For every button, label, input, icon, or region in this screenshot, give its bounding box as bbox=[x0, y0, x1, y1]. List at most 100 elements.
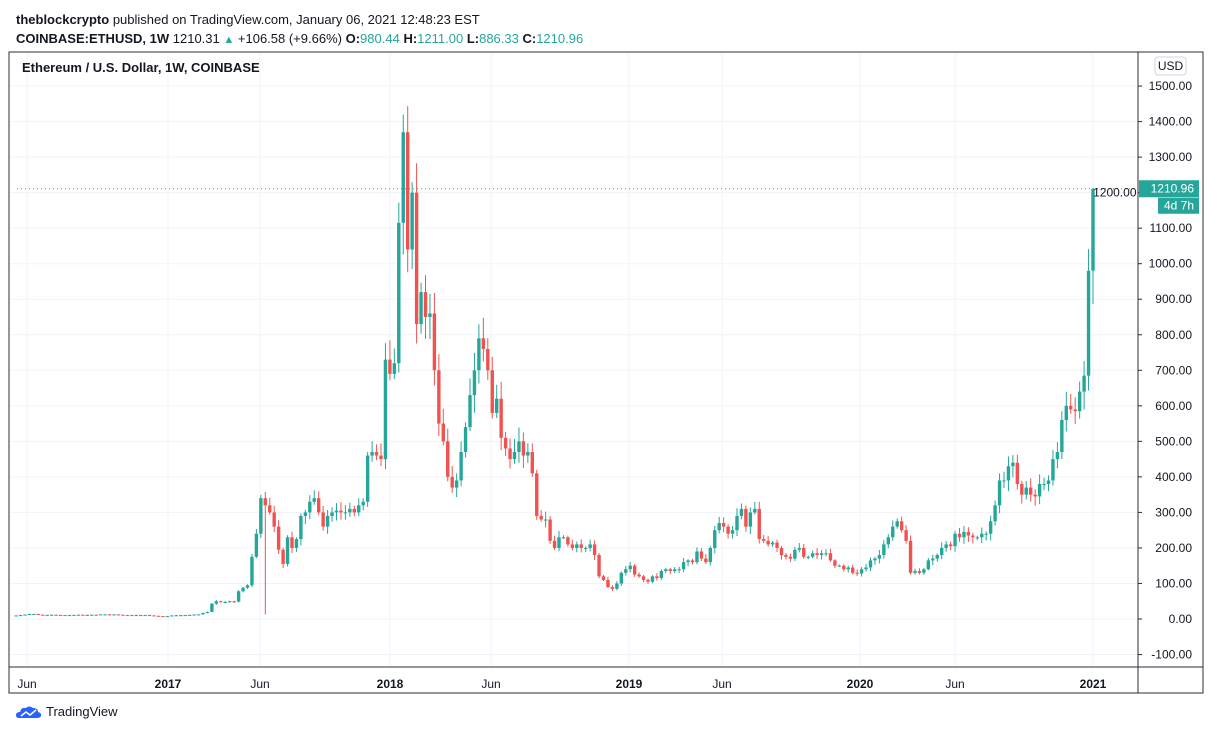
candle bbox=[877, 550, 882, 564]
candle bbox=[50, 614, 54, 616]
candle bbox=[530, 443, 534, 477]
candle bbox=[597, 553, 601, 579]
candle-body bbox=[161, 616, 165, 618]
x-tick-label: 2020 bbox=[847, 677, 874, 691]
candle-body bbox=[388, 359, 392, 374]
y-tick-label: 800.00 bbox=[1155, 328, 1192, 342]
candle bbox=[610, 585, 615, 592]
candle-body bbox=[90, 614, 94, 616]
candle bbox=[477, 324, 481, 384]
candle-body bbox=[864, 567, 868, 570]
candle bbox=[931, 554, 935, 566]
y-tick-label: 1100.00 bbox=[1150, 221, 1193, 235]
candle bbox=[14, 615, 18, 617]
candle bbox=[802, 543, 806, 559]
candle bbox=[508, 438, 512, 469]
candle bbox=[908, 535, 913, 575]
candle bbox=[655, 573, 659, 581]
candle-body bbox=[708, 547, 712, 563]
candle-body bbox=[659, 571, 664, 579]
candle bbox=[717, 516, 721, 534]
candle bbox=[245, 584, 250, 589]
candle-body bbox=[655, 576, 659, 579]
candle-body bbox=[361, 501, 365, 506]
candle bbox=[904, 525, 908, 544]
candle bbox=[321, 505, 325, 531]
candle-body bbox=[726, 526, 730, 534]
candle-body bbox=[441, 423, 445, 442]
candle-body bbox=[993, 505, 997, 522]
candle bbox=[174, 614, 178, 617]
candle-body bbox=[931, 558, 935, 561]
candle-body bbox=[401, 132, 405, 223]
candle-body bbox=[624, 569, 628, 573]
close-value: 1210.96 bbox=[536, 31, 584, 46]
candle bbox=[312, 490, 316, 505]
candle-body bbox=[139, 615, 143, 617]
x-tick-label: 2017 bbox=[155, 677, 182, 691]
candle-body bbox=[784, 555, 788, 557]
candle-body bbox=[739, 508, 744, 516]
currency-button[interactable] bbox=[1154, 56, 1187, 76]
candle bbox=[76, 614, 81, 616]
candle-body bbox=[383, 359, 388, 460]
candle bbox=[472, 352, 477, 413]
candle bbox=[971, 532, 975, 544]
candle bbox=[1037, 474, 1042, 505]
candle bbox=[348, 502, 352, 517]
candle-body bbox=[935, 555, 939, 559]
price-axis[interactable]: 1500.00 1400.00 1300.00 1200.00 1100.00 1000.… bbox=[1093, 79, 1192, 661]
candle-body bbox=[868, 560, 873, 568]
candle-body bbox=[317, 498, 321, 513]
candle-body bbox=[1006, 466, 1011, 481]
candle bbox=[32, 613, 36, 616]
candle-body bbox=[1042, 483, 1046, 485]
x-tick-label: Jun bbox=[712, 677, 731, 691]
candle-body bbox=[953, 533, 957, 547]
candle-body bbox=[984, 533, 988, 535]
candle bbox=[365, 451, 370, 508]
candle-body bbox=[526, 452, 530, 456]
time-axis[interactable]: Jun 2017 Jun 2018 Jun 2019 Jun 2020 Jun 2021 bbox=[17, 677, 1106, 691]
candle-body bbox=[966, 531, 971, 536]
candle-body bbox=[997, 480, 1002, 506]
candle-body bbox=[290, 537, 294, 548]
candle bbox=[606, 576, 610, 589]
candle-body bbox=[477, 338, 481, 371]
candle-body bbox=[121, 614, 125, 616]
candle-body bbox=[98, 614, 103, 616]
candle bbox=[419, 282, 423, 334]
candle bbox=[810, 550, 815, 559]
candle-body bbox=[1064, 405, 1068, 421]
candle bbox=[130, 614, 134, 617]
candle bbox=[855, 569, 859, 577]
candle bbox=[797, 543, 801, 553]
publish-info: theblockcrypto published on TradingView.… bbox=[16, 12, 480, 27]
candle-body bbox=[539, 515, 543, 520]
candle bbox=[833, 559, 837, 569]
candle bbox=[392, 348, 397, 380]
candle-body bbox=[619, 572, 623, 584]
candle-body bbox=[272, 512, 276, 527]
candle-body bbox=[610, 587, 615, 589]
candle bbox=[147, 614, 152, 617]
candle-body bbox=[882, 544, 886, 556]
candle bbox=[784, 552, 788, 560]
candle-body bbox=[1091, 188, 1095, 271]
candle-body bbox=[686, 560, 690, 563]
y-tick-label: 300.00 bbox=[1155, 505, 1192, 519]
candle-body bbox=[294, 539, 299, 548]
candle-body bbox=[628, 565, 632, 570]
candle bbox=[766, 536, 770, 547]
candle bbox=[882, 540, 886, 559]
tradingview-logo[interactable]: TradingView bbox=[16, 704, 118, 719]
x-tick-label: 2021 bbox=[1080, 677, 1107, 691]
candle-body bbox=[842, 565, 846, 570]
candle-body bbox=[94, 614, 98, 616]
candle bbox=[263, 491, 267, 615]
candle-body bbox=[641, 576, 646, 580]
publisher[interactable]: theblockcrypto bbox=[16, 12, 110, 27]
candle-body bbox=[325, 515, 330, 527]
candle bbox=[1073, 397, 1077, 424]
